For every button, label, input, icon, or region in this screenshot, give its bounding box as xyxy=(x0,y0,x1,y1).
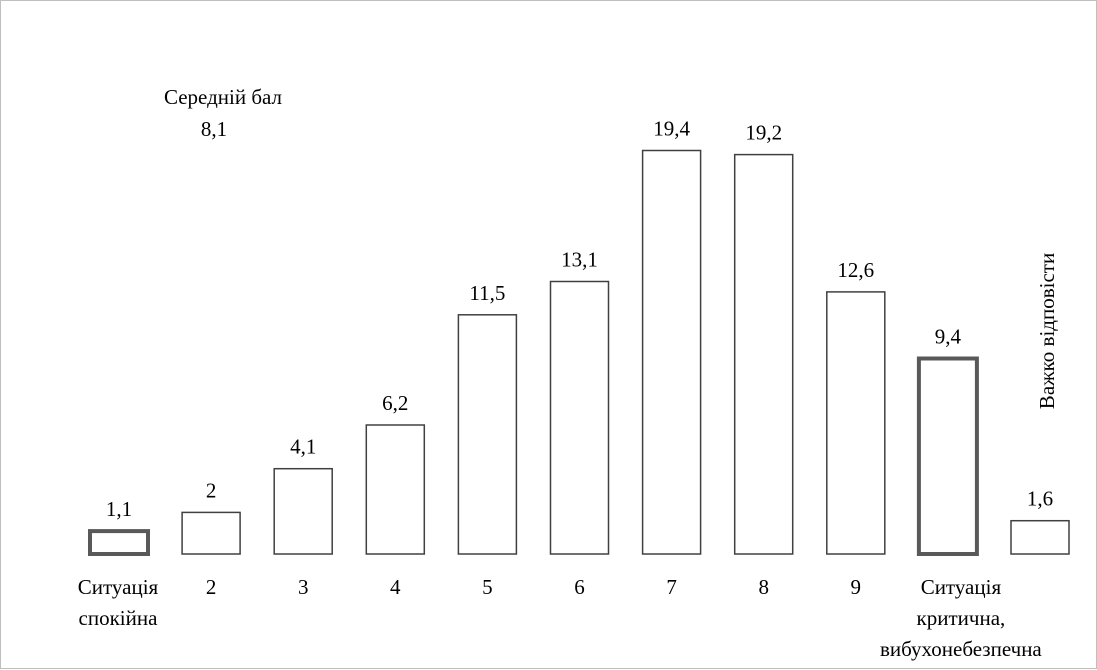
value-label-3: 6,2 xyxy=(382,391,408,415)
bars-group xyxy=(88,149,1070,556)
category-label-7-0: 8 xyxy=(758,575,769,599)
bar-5 xyxy=(549,280,610,555)
category-label-5-0: 6 xyxy=(574,575,585,599)
bar-2 xyxy=(273,467,333,555)
value-label-5: 13,1 xyxy=(561,248,598,272)
category-label-0-0: Ситуація xyxy=(78,575,159,599)
bar-8 xyxy=(826,291,886,555)
category-label-8-0: 9 xyxy=(851,575,862,599)
value-label-6: 19,4 xyxy=(653,117,690,141)
bar-10 xyxy=(1010,519,1070,555)
value-label-2: 4,1 xyxy=(290,435,316,459)
value-label-10: 1,6 xyxy=(1027,487,1053,511)
category-label-3-0: 4 xyxy=(390,575,401,599)
category-label-0-1: спокійна xyxy=(79,606,159,630)
mean-score-value: 8,1 xyxy=(201,117,227,141)
category-label-6-0: 7 xyxy=(666,575,677,599)
category-label-4-0: 5 xyxy=(482,575,493,599)
hard-to-answer-label: Важко відповісти xyxy=(1035,253,1059,409)
category-label-2-0: 3 xyxy=(298,575,309,599)
category-label-9-2: вибухонебезпечна xyxy=(880,637,1042,661)
category-label-1-0: 2 xyxy=(206,575,217,599)
value-label-4: 11,5 xyxy=(469,281,505,305)
value-label-0: 1,1 xyxy=(106,497,132,521)
bar-0 xyxy=(88,529,150,556)
bar-7 xyxy=(733,153,794,555)
bar-9 xyxy=(916,356,979,556)
value-label-1: 2 xyxy=(206,478,217,502)
value-label-8: 12,6 xyxy=(837,258,874,282)
value-label-7: 19,2 xyxy=(745,121,782,145)
bar-3 xyxy=(365,424,426,555)
bar-1 xyxy=(181,511,241,555)
mean-score-label: Середній бал xyxy=(164,85,282,109)
category-label-9-0: Ситуація xyxy=(921,575,1002,599)
value-labels-group: 1,1 2 4,1 6,2 11,5 13,1 19,4 19,2 12,6 9,4 1,6 xyxy=(106,117,1053,522)
value-label-9: 9,4 xyxy=(935,325,962,349)
category-label-9-1: критична, xyxy=(917,606,1006,630)
bar-4 xyxy=(457,314,518,555)
bar-6 xyxy=(641,149,702,555)
category-labels-group: Ситуація спокійна 2 3 4 5 6 7 8 9 Ситуація критична… xyxy=(78,575,1043,661)
